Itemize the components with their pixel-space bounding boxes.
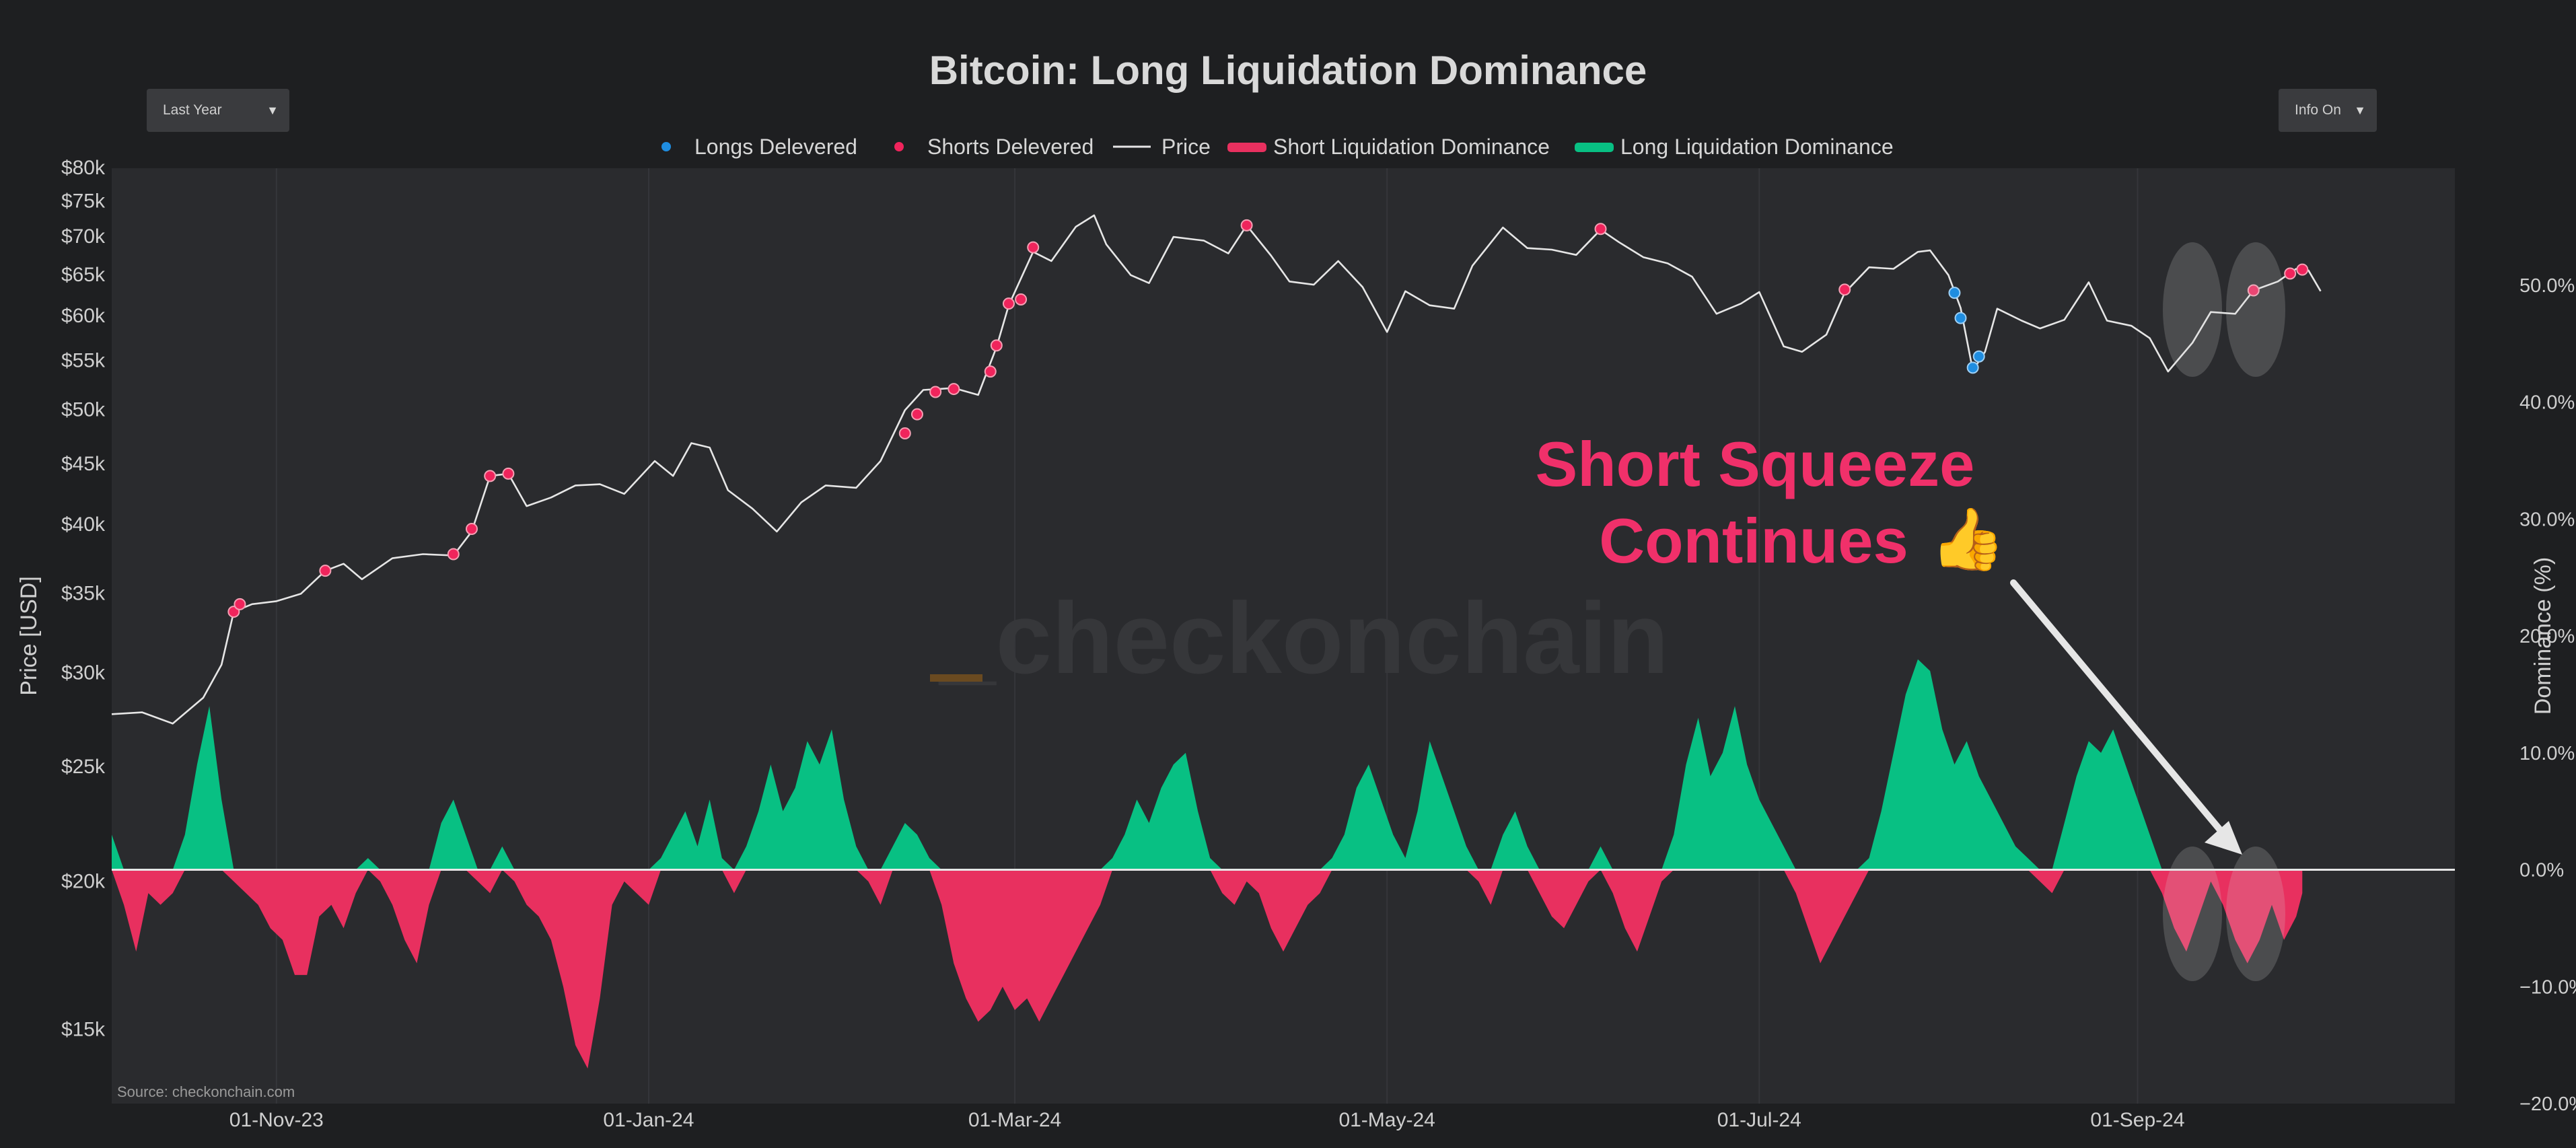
highlight-ellipse: [2226, 242, 2285, 377]
longs-delevered-point: [1948, 287, 1961, 299]
shorts-delevered-point: [2296, 263, 2309, 276]
y-left-label: Price [USD]: [16, 576, 42, 696]
y-left-tick-label: $30k: [61, 661, 106, 684]
y-left-tick-label: $25k: [61, 756, 106, 778]
delever-markers: [227, 219, 2309, 618]
x-tick-label: 01-Nov-23: [229, 1109, 324, 1131]
y-left-tick-label: $80k: [61, 157, 106, 179]
thumbs-up-icon: 👍: [1930, 504, 2005, 575]
legend-label: Shorts Delevered: [927, 135, 1094, 159]
y-left-tick-label: $45k: [61, 453, 106, 475]
highlight-ellipse: [2163, 242, 2222, 377]
shorts-delevered-point: [2247, 284, 2260, 297]
y-right-tick-label: −10.0%: [2519, 976, 2576, 998]
shorts-delevered-point: [910, 408, 923, 421]
annotation-arrow-head: [2205, 821, 2242, 855]
annotation-line-1: Short Squeeze: [1536, 429, 1975, 499]
annotation-line-2: Continues: [1599, 505, 1908, 576]
source-note: Source: checkonchain.com: [117, 1083, 295, 1100]
y-left-tick-label: $35k: [61, 582, 106, 604]
shorts-delevered-point: [2284, 267, 2297, 280]
shorts-delevered-point: [1015, 293, 1028, 306]
shorts-delevered-point: [990, 339, 1003, 352]
y-left-tick-label: $15k: [61, 1019, 106, 1041]
chart-title: Bitcoin: Long Liquidation Dominance: [929, 48, 1647, 93]
legend-label: Longs Delevered: [694, 135, 857, 159]
y-right-tick-label: −20.0%: [2519, 1093, 2576, 1115]
info-dropdown[interactable]: Info On ▼: [2279, 89, 2377, 132]
y-right-label: Dominance (%): [2530, 557, 2556, 715]
y-left-tick-label: $65k: [61, 264, 106, 286]
shorts-delevered-point: [502, 467, 515, 480]
x-tick-label: 01-Mar-24: [968, 1109, 1061, 1131]
shorts-delevered-point: [234, 598, 246, 610]
shorts-delevered-point: [1002, 297, 1015, 310]
x-axis: 01-Nov-23 01-Jan-24 01-Mar-24 01-May-24 01-J…: [229, 1109, 2185, 1131]
legend-swatch-bar: [1575, 143, 1614, 152]
shorts-delevered-point: [319, 565, 332, 577]
x-tick-label: 01-Jan-24: [603, 1109, 694, 1131]
left-axis: $15k $20k $25k $30k $35k $40k $45k $50k $55k $60k…: [61, 157, 106, 1041]
longs-delevered-point: [1954, 312, 1967, 324]
shorts-delevered-point: [898, 427, 911, 439]
short-dominance-area: [112, 869, 2303, 1069]
y-right-tick-label: 10.0%: [2519, 743, 2575, 764]
longs-delevered-point: [1966, 361, 1979, 374]
shorts-delevered-point: [1594, 223, 1607, 236]
y-left-tick-label: $20k: [61, 870, 106, 892]
legend-swatch-dot: [894, 142, 904, 151]
watermark-underscore: [930, 674, 982, 682]
chevron-down-icon: ▼: [2354, 103, 2366, 117]
longs-delevered-point: [1972, 350, 1985, 363]
x-tick-label: 01-Sep-24: [2090, 1109, 2184, 1131]
y-left-tick-label: $70k: [61, 225, 106, 248]
shorts-delevered-point: [1838, 283, 1851, 296]
y-right-tick-label: 30.0%: [2519, 509, 2575, 530]
range-dropdown-value: Last Year: [163, 102, 222, 118]
x-tick-label: 01-Jul-24: [1717, 1109, 1801, 1131]
y-right-tick-label: 40.0%: [2519, 392, 2575, 414]
legend-label: Long Liquidation Dominance: [1620, 135, 1894, 159]
chevron-down-icon: ▼: [266, 103, 279, 117]
legend-swatch-bar: [1227, 143, 1266, 152]
shorts-delevered-point: [447, 548, 460, 561]
watermark: _checkonchain: [938, 581, 1669, 694]
y-right-tick-label: 50.0%: [2519, 275, 2575, 297]
y-left-tick-label: $60k: [61, 305, 106, 327]
shorts-delevered-point: [947, 383, 960, 396]
annotation-arrow-shaft: [2010, 579, 2223, 832]
shorts-delevered-point: [465, 522, 478, 535]
shorts-delevered-point: [1240, 219, 1253, 231]
info-dropdown-value: Info On: [2295, 102, 2341, 118]
range-dropdown[interactable]: Last Year ▼: [147, 89, 289, 132]
y-right-tick-label: 20.0%: [2519, 626, 2575, 647]
highlight-ellipse: [2226, 847, 2285, 981]
right-axis: −20.0% −10.0% 0.0% 10.0% 20.0% 30.0% 40.0% 50.0…: [2519, 275, 2576, 1115]
y-left-tick-label: $75k: [61, 190, 106, 212]
highlight-ellipses: [2163, 242, 2285, 981]
y-right-tick-label: 0.0%: [2519, 860, 2564, 882]
shorts-delevered-point: [929, 386, 942, 398]
dominance-area: [112, 659, 2455, 1069]
long-dominance-area: [112, 659, 2303, 870]
x-tick-label: 01-May-24: [1338, 1109, 1435, 1131]
legend: Longs Delevered Shorts Delevered Price Shor…: [661, 135, 1894, 159]
shorts-delevered-point: [484, 470, 497, 482]
legend-label: Price: [1161, 135, 1211, 159]
highlight-ellipse: [2163, 847, 2222, 981]
legend-swatch-dot: [661, 142, 671, 151]
shorts-delevered-point: [984, 365, 997, 378]
y-left-tick-label: $55k: [61, 350, 106, 372]
shorts-delevered-point: [1027, 241, 1040, 254]
legend-label: Short Liquidation Dominance: [1273, 135, 1550, 159]
y-left-tick-label: $40k: [61, 513, 106, 536]
y-left-tick-label: $50k: [61, 399, 106, 421]
